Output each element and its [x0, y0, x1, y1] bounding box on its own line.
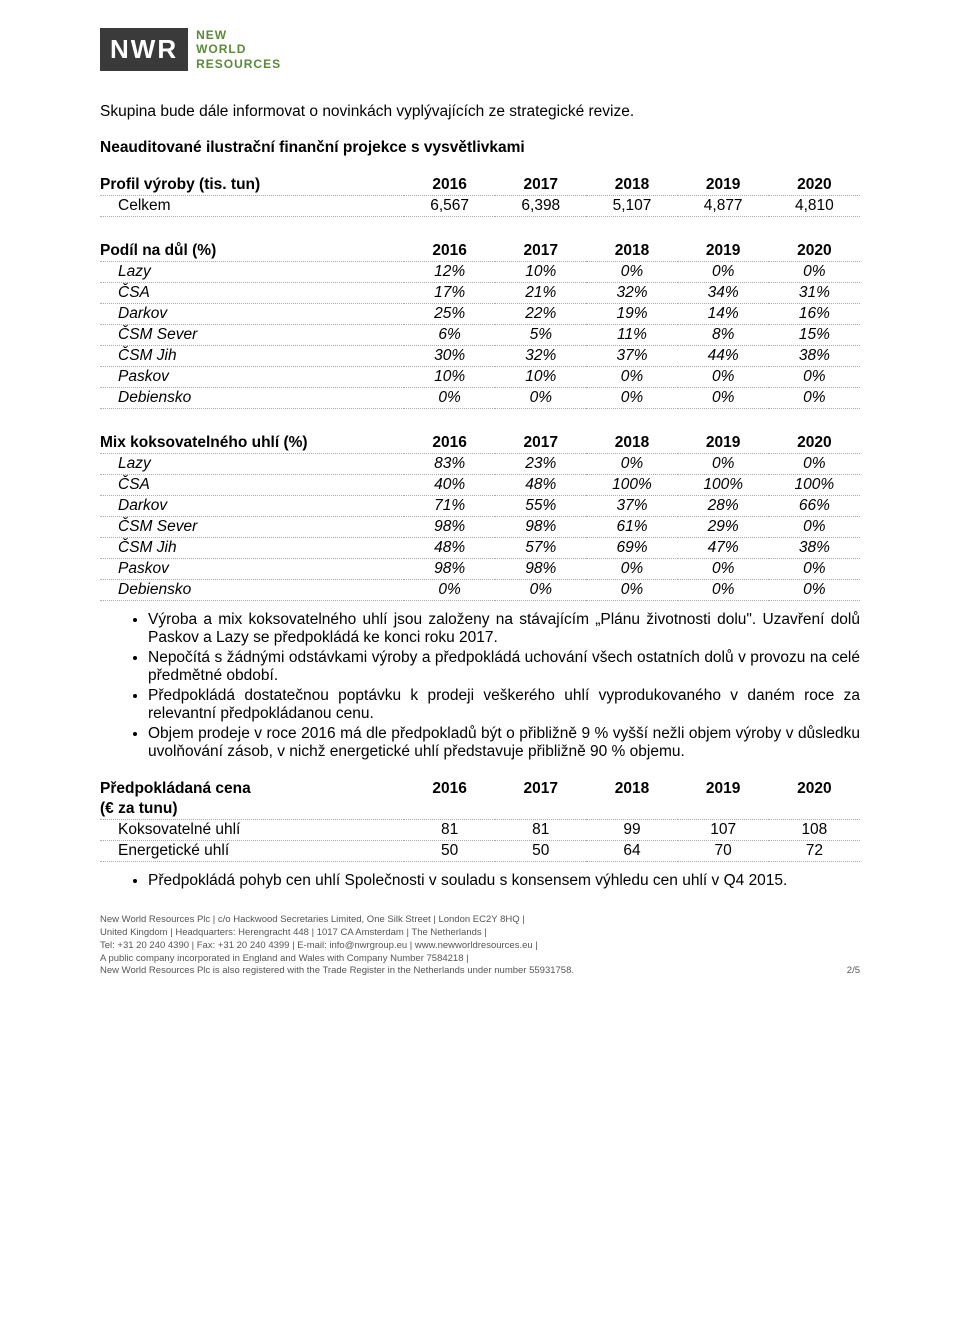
table-row: Koksovatelné uhlí818199107108	[100, 820, 860, 841]
table-row: ČSA17%21%32%34%31%	[100, 283, 860, 304]
table-coking-coal-mix: Mix koksovatelného uhlí (%) 2016 2017 20…	[100, 433, 860, 601]
page-number: 2/5	[847, 965, 860, 978]
table-row: ČSM Jih30%32%37%44%38%	[100, 346, 860, 367]
table-row: Lazy83%23%0%0%0%	[100, 454, 860, 475]
logo-text: NEW WORLD RESOURCES	[196, 28, 281, 71]
logo-mark: NWR	[100, 28, 188, 71]
table-row: Celkem 6,567 6,398 5,107 4,877 4,810	[100, 196, 860, 217]
table-row: Paskov98%98%0%0%0%	[100, 559, 860, 580]
table-row: Lazy12%10%0%0%0%	[100, 262, 860, 283]
table-price-assumptions: Předpokládaná cena 2016 2017 2018 2019 2…	[100, 779, 860, 862]
list-item: Předpokládá pohyb cen uhlí Společnosti v…	[148, 872, 860, 890]
bullet-list-assumptions: Výroba a mix koksovatelného uhlí jsou za…	[100, 611, 860, 761]
table-row: Darkov71%55%37%28%66%	[100, 496, 860, 517]
table-production-profile: Profil výroby (tis. tun) 2016 2017 2018 …	[100, 175, 860, 217]
table-header: Podíl na důl (%)	[100, 241, 404, 262]
list-item: Nepočítá s žádnými odstávkami výroby a p…	[148, 649, 860, 685]
table-row: ČSA40%48%100%100%100%	[100, 475, 860, 496]
logo: NWR NEW WORLD RESOURCES	[100, 28, 860, 71]
list-item: Objem prodeje v roce 2016 má dle předpok…	[148, 725, 860, 761]
table-header: Mix koksovatelného uhlí (%)	[100, 433, 404, 454]
table-mine-share: Podíl na důl (%) 2016 2017 2018 2019 202…	[100, 241, 860, 409]
table-row: Darkov25%22%19%14%16%	[100, 304, 860, 325]
table-row: Energetické uhlí5050647072	[100, 841, 860, 862]
section-subtitle: Neauditované ilustrační finanční projekc…	[100, 139, 860, 157]
table-row: ČSM Sever98%98%61%29%0%	[100, 517, 860, 538]
intro-paragraph: Skupina bude dále informovat o novinkách…	[100, 103, 860, 121]
table-row: ČSM Sever6%5%11%8%15%	[100, 325, 860, 346]
table-row: Debiensko0%0%0%0%0%	[100, 580, 860, 601]
list-item: Výroba a mix koksovatelného uhlí jsou za…	[148, 611, 860, 647]
page-footer: New World Resources Plc | c/o Hackwood S…	[100, 914, 860, 978]
table-header: Předpokládaná cena	[100, 779, 404, 799]
list-item: Předpokládá dostatečnou poptávku k prode…	[148, 687, 860, 723]
table-row: Debiensko0%0%0%0%0%	[100, 388, 860, 409]
bullet-list-price: Předpokládá pohyb cen uhlí Společnosti v…	[100, 872, 860, 890]
table-row: Paskov10%10%0%0%0%	[100, 367, 860, 388]
table-row: ČSM Jih48%57%69%47%38%	[100, 538, 860, 559]
table-header: Profil výroby (tis. tun)	[100, 175, 404, 196]
